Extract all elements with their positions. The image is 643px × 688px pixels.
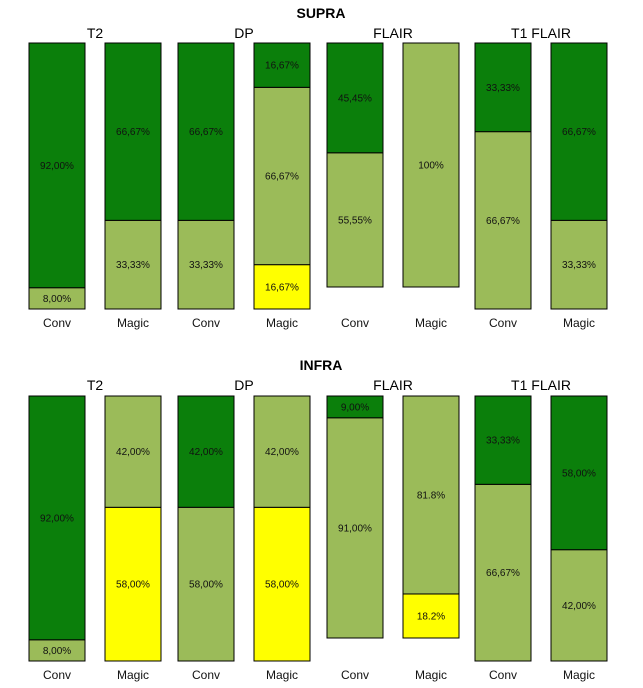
bar-segment-magic xyxy=(402,42,460,288)
panel-title: T1 FLAIR xyxy=(511,25,571,41)
section-title-supra: SUPRA xyxy=(296,5,345,21)
data-label: 42,00% xyxy=(562,601,596,612)
bar-segment-conv xyxy=(177,395,235,508)
data-label: 16,67% xyxy=(265,61,299,72)
category-label-magic: Magic xyxy=(117,316,149,330)
bar-segment-magic xyxy=(402,395,460,595)
data-label: 100% xyxy=(418,161,444,172)
bar-segment-magic xyxy=(253,264,311,310)
panel-title: DP xyxy=(234,377,253,393)
category-label-magic: Magic xyxy=(563,668,595,682)
data-label: 58,00% xyxy=(562,468,596,479)
data-label: 58,00% xyxy=(189,580,223,591)
bar-segment-magic xyxy=(104,506,162,662)
data-label: 58,00% xyxy=(116,580,150,591)
bar-segment-conv xyxy=(474,131,532,310)
data-label: 81.8% xyxy=(417,490,445,501)
bar-segment-magic xyxy=(402,593,460,639)
data-label: 58,00% xyxy=(265,580,299,591)
panel-title: FLAIR xyxy=(373,377,413,393)
bar-segment-conv xyxy=(474,395,532,485)
data-label: 66,67% xyxy=(486,568,520,579)
data-label: 92,00% xyxy=(40,161,74,172)
bar-segment-magic xyxy=(104,395,162,508)
panel-title: T2 xyxy=(87,25,104,41)
data-label: 8,00% xyxy=(43,294,71,305)
data-label: 33,33% xyxy=(486,436,520,447)
category-label-conv: Conv xyxy=(341,316,369,330)
bar-segment-conv xyxy=(326,417,384,639)
bar-segment-magic xyxy=(550,42,608,221)
bar-segment-magic xyxy=(253,42,311,88)
data-label: 9,00% xyxy=(341,402,369,413)
data-label: 66,67% xyxy=(562,127,596,138)
bar-segment-magic xyxy=(104,42,162,221)
panel-title: T1 FLAIR xyxy=(511,377,571,393)
bar-segment-conv xyxy=(177,506,235,662)
data-label: 45,45% xyxy=(338,93,372,104)
panel-infra-flair: FLAIR 91,00% 9,00% Conv 18.2% 81.8% Magic xyxy=(326,377,460,682)
bar-segment-conv xyxy=(474,483,532,662)
chart-panels: T2 8,00% 92,00% Conv 33,33% 66,67% Magic DP 33,3… xyxy=(28,25,608,682)
bar-segment-conv xyxy=(177,219,235,310)
panel-supra-flair: FLAIR 55,55% 45,45% Conv 100% Magic xyxy=(326,25,460,330)
panel-supra-t2: T2 8,00% 92,00% Conv 33,33% 66,67% Magic xyxy=(28,25,162,330)
section-titles: SUPRA INFRA xyxy=(296,5,345,373)
bar-segment-magic xyxy=(104,219,162,310)
category-label-conv: Conv xyxy=(341,668,369,682)
category-label-conv: Conv xyxy=(192,316,220,330)
bar-segment-conv xyxy=(28,395,86,641)
panel-title: T2 xyxy=(87,377,104,393)
category-label-conv: Conv xyxy=(489,668,517,682)
panel-title: FLAIR xyxy=(373,25,413,41)
data-label: 33,33% xyxy=(189,260,223,271)
category-label-magic: Magic xyxy=(415,668,447,682)
bar-segment-magic xyxy=(253,506,311,662)
data-label: 33,33% xyxy=(486,83,520,94)
panel-title: DP xyxy=(234,25,253,41)
category-label-magic: Magic xyxy=(266,316,298,330)
data-label: 91,00% xyxy=(338,523,372,534)
data-label: 42,00% xyxy=(189,447,223,458)
data-label: 55,55% xyxy=(338,215,372,226)
bar-segment-conv xyxy=(28,42,86,289)
bar-segment-magic xyxy=(550,549,608,662)
panel-infra-t2: T2 8,00% 92,00% Conv 58,00% 42,00% Magic xyxy=(28,377,162,682)
data-label: 66,67% xyxy=(189,127,223,138)
bar-segment-magic xyxy=(550,395,608,551)
category-label-conv: Conv xyxy=(43,316,71,330)
data-label: 8,00% xyxy=(43,646,71,657)
bar-segment-magic xyxy=(550,219,608,310)
data-label: 33,33% xyxy=(562,260,596,271)
category-label-conv: Conv xyxy=(192,668,220,682)
bar-segment-conv xyxy=(326,395,384,419)
data-label: 92,00% xyxy=(40,513,74,524)
data-label: 42,00% xyxy=(116,447,150,458)
data-label: 42,00% xyxy=(265,447,299,458)
section-title-infra: INFRA xyxy=(300,357,343,373)
category-label-conv: Conv xyxy=(43,668,71,682)
data-label: 66,67% xyxy=(116,127,150,138)
category-label-conv: Conv xyxy=(489,316,517,330)
panel-infra-dp: DP 58,00% 42,00% Conv 58,00% 42,00% Magic xyxy=(177,377,311,682)
data-label: 18.2% xyxy=(417,611,445,622)
bar-segment-conv xyxy=(326,42,384,154)
category-label-magic: Magic xyxy=(563,316,595,330)
panel-infra-t1-flair: T1 FLAIR 66,67% 33,33% Conv 42,00% 58,00% Magi… xyxy=(474,377,608,682)
data-label: 66,67% xyxy=(265,172,299,183)
bar-segment-conv xyxy=(177,42,235,221)
category-label-magic: Magic xyxy=(266,668,298,682)
bar-segment-magic xyxy=(253,86,311,266)
category-label-magic: Magic xyxy=(415,316,447,330)
data-label: 33,33% xyxy=(116,260,150,271)
bar-segment-magic xyxy=(253,395,311,508)
bar-segment-conv xyxy=(474,42,532,133)
data-label: 16,67% xyxy=(265,282,299,293)
category-label-magic: Magic xyxy=(117,668,149,682)
panel-supra-t1-flair: T1 FLAIR 66,67% 33,33% Conv 33,33% 66,67% Magi… xyxy=(474,25,608,330)
data-label: 66,67% xyxy=(486,216,520,227)
panel-supra-dp: DP 33,33% 66,67% Conv 16,67% 66,67% 16,67% Magi… xyxy=(177,25,311,330)
